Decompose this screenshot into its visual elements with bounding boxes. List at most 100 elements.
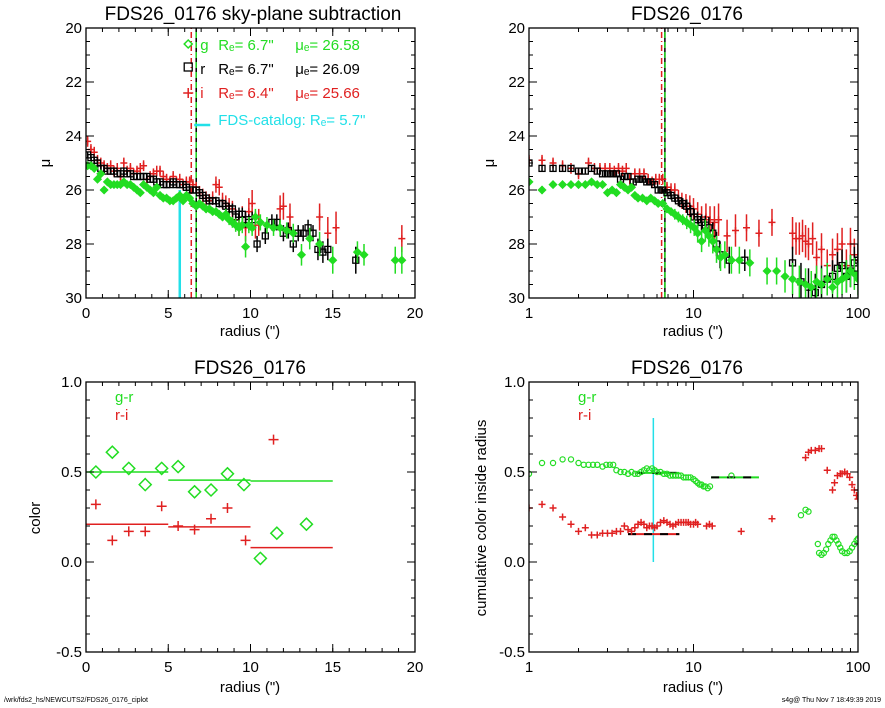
panel2-point-i [768,218,776,226]
panel4-point-g [628,468,635,476]
panel4-point-g [617,468,624,476]
panel4-ytick-label: -0.5 [499,644,525,661]
panel2-point-g [566,180,576,190]
legend-marker-i [183,88,194,98]
legend-re-i: Rₑ= 6.4" [218,85,274,102]
panel2-ytick-label: 24 [508,128,525,145]
panel2-point-i [538,156,546,164]
panel4-point-g [610,461,617,468]
panel3-point-g [299,517,314,532]
panel4-point-g [549,459,557,467]
panel2-ytick-label: 30 [508,290,525,307]
panel4-point-i [853,491,858,499]
panel2-point-g [849,269,858,279]
panel2-point-i [818,245,826,253]
panel2-point-g [772,266,782,276]
panel3-point-g [171,459,186,474]
panel3-ytick-label: 0.5 [61,464,82,481]
panel4-ytick-label: 0.5 [504,464,525,481]
panel3-point-i [156,501,167,512]
panel2-point-g [853,274,858,284]
panel4-ytick-label: 0.0 [504,554,525,571]
panel4-point-i [559,513,567,521]
panel4-ylabel: cumulative color inside radius [473,420,490,617]
panel1-point-i [245,208,253,216]
panel3-point-i [90,499,101,510]
panel2-ytick-label: 28 [508,236,525,253]
panel3-point-g [154,461,169,476]
panel1-point-r [253,240,261,248]
panel2-point-g [806,282,816,292]
panel1-plot-area [86,28,407,298]
panel1-ytick-label: 26 [65,182,82,199]
panel-cumulative-color: FDS26_0176 radius (") cumulative color i… [473,358,871,696]
panel4-point-i [768,515,776,523]
panel2-point-g [812,277,822,287]
panel4-point-i [549,504,557,512]
panel2-point-g [845,266,856,276]
panel4-point-g [797,512,805,519]
panel2-point-g [827,282,838,292]
panel3-point-g [236,477,251,492]
panel2-point-i [731,227,739,234]
panel4-point-i [708,522,716,530]
panel-sky-plane-profile: FDS26_0176 sky-plane subtraction radius … [37,4,423,340]
panel1-xtick-label: 5 [164,305,172,322]
legend-g-r: g-r [115,389,133,406]
panel2-point-g [697,236,707,246]
panel4-point-i [823,466,831,474]
panel4-point-i [593,531,601,539]
panel4-xtick-label: 100 [845,659,870,676]
panel1-point-i [279,202,287,210]
panel3-point-g [138,477,153,492]
panel1-axes-frame [85,27,416,299]
panel1-point-g [89,163,99,173]
legend-re-r: Rₑ= 6.7" [218,61,274,78]
panel-log-profile: FDS26_0176 radius (") μ 1 10 100 20 22 24 26 28… [481,4,871,340]
panel1-point-g [250,212,260,222]
panel3-xtick-label: 20 [407,659,424,676]
panel2-point-r [612,170,621,178]
panel3-xtick-label: 5 [164,659,172,676]
panel2-point-i [723,232,731,240]
panel4-point-i [581,524,589,532]
panel1-ytick-label: 20 [65,20,82,37]
panel2-title: FDS26_0176 [631,4,743,25]
panel1-point-g [247,223,257,233]
panel1-xtick-label: 10 [242,305,259,322]
panel4-axes-frame [528,381,859,653]
panel1-point-g [221,209,231,219]
panel3-point-i [107,535,118,546]
panel3-xtick-label: 15 [324,659,341,676]
panel2-point-g [597,180,608,190]
panel4-point-i [575,527,583,535]
panel4-point-i [694,520,702,528]
panel1-ytick-label: 22 [65,74,82,91]
panel2-point-g [666,207,676,217]
panel2-point-g [586,177,597,187]
panel2-point-r [603,170,612,178]
panel4-point-g [589,461,597,468]
panel2-point-g [689,223,699,233]
panel2-point-g [704,231,714,241]
panel3-point-i [268,434,279,445]
panel2-point-g [700,225,710,236]
panel1-point-g [282,225,292,236]
panel1-point-g [135,188,145,198]
panel2-point-g [580,180,590,190]
panel3-point-i [140,526,151,537]
panel2-point-i [755,229,763,237]
panel1-point-g [315,239,325,249]
panel2-point-i [715,216,723,224]
panel3-point-i [222,503,233,513]
panel2-point-g [780,271,790,281]
panel4-point-g [559,456,566,463]
panel1-point-r [324,245,332,254]
panel4-point-g [575,459,582,467]
panel2-point-r [538,164,546,173]
panel3-point-g [187,484,202,499]
panel4-point-g [853,537,858,544]
panel1-point-g [390,255,400,265]
panel1-ytick-label: 30 [65,290,82,307]
panel2-xtick-label: 10 [685,305,702,322]
